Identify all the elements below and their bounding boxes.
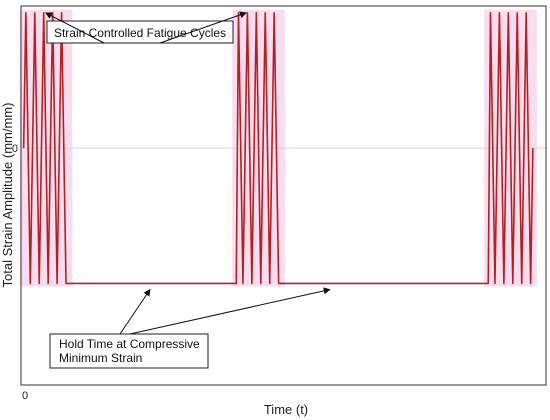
annotation-arrow-hold-1 — [119, 288, 151, 335]
annotation-arrow-fatigue-2 — [159, 11, 247, 44]
x-axis-label: Time (t) — [264, 402, 308, 417]
annotation-text-hold-line-2: Minimum Strain — [59, 351, 142, 365]
tick-group: 00 — [12, 143, 28, 402]
annotation-box-hold — [49, 333, 209, 369]
annotation-text-hold-line-1: Hold Time at Compressive — [59, 337, 200, 351]
annotation-arrow-fatigue-1 — [45, 12, 105, 44]
y-axis-label: Total Strain Amplitude (mm/mm) — [0, 103, 15, 288]
annotation-text-hold: Hold Time at Compressive Minimum Strain — [59, 337, 200, 365]
x-tick-label: 0 — [22, 390, 28, 402]
y-tick-label: 0 — [12, 143, 18, 155]
series-group — [22, 11, 534, 285]
annotation-arrow-hold-2 — [129, 287, 331, 335]
strain-series-line — [22, 11, 534, 285]
plot-frame — [20, 5, 547, 386]
annotation-layer: Strain Controlled Fatigue Cycles Hold Tim… — [45, 11, 331, 369]
annotation-text-fatigue: Strain Controlled Fatigue Cycles — [54, 26, 226, 40]
